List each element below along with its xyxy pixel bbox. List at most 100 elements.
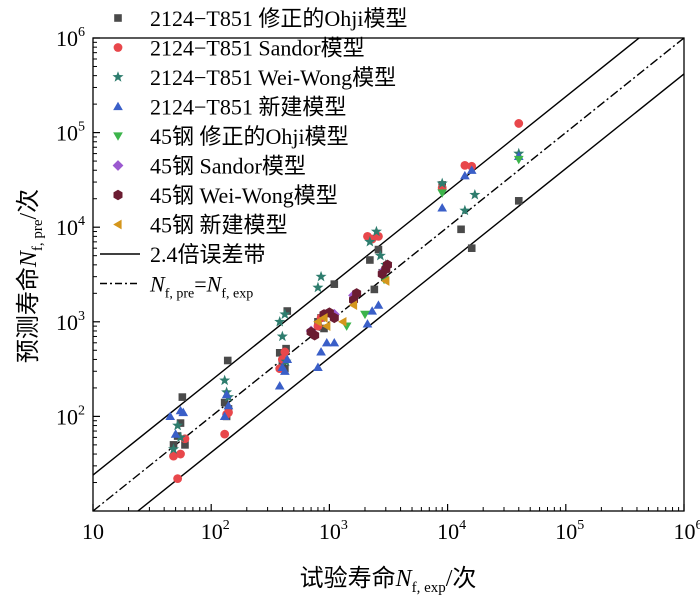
data-point: [362, 319, 373, 328]
reference-lines: [93, 38, 684, 511]
legend-label: 45钢 新建模型: [150, 213, 288, 238]
y-axis-label-main: 预测寿命: [15, 267, 42, 363]
data-point: [219, 411, 230, 420]
x-tick-label: 106: [674, 518, 700, 544]
data-point: [178, 393, 187, 401]
equality-line: [93, 38, 684, 511]
data-point: [330, 280, 339, 288]
data-point: [321, 321, 331, 331]
data-point: [315, 270, 327, 282]
x-axis-label-subscript: f, exp: [412, 580, 446, 596]
data-point: [176, 449, 185, 459]
data-point: [165, 411, 176, 420]
data-point: [370, 225, 382, 237]
y-tick-label: 105: [56, 120, 85, 146]
data-point: [466, 165, 477, 174]
data-point: [338, 316, 347, 327]
data-point: [373, 300, 384, 309]
legend-marker: [112, 160, 124, 171]
data-point: [181, 441, 189, 449]
x-tick-label: 104: [437, 518, 466, 544]
legend-marker: [113, 43, 123, 52]
data-point: [366, 256, 374, 264]
data-point: [329, 337, 340, 347]
data-point: [276, 330, 288, 342]
y-tick-label: 104: [56, 214, 85, 240]
data-point: [312, 281, 324, 293]
x-tick-label: 105: [555, 518, 584, 544]
legend-label: 2124−T851 Sandor模型: [150, 36, 365, 61]
x-tick-label: 10: [82, 519, 104, 544]
data-point: [467, 244, 476, 252]
data-point: [514, 119, 524, 128]
x-tick-label: 103: [319, 518, 348, 544]
data-point: [374, 245, 383, 254]
data-point: [321, 337, 332, 347]
data-point: [436, 177, 448, 189]
data-point: [370, 285, 379, 294]
legend-equality-label: Nf, pre=Nf, exp: [149, 272, 253, 302]
series-8: [313, 276, 390, 331]
data-point: [280, 366, 290, 375]
data-point: [348, 300, 358, 310]
data-point: [381, 276, 390, 286]
legend-marker: [113, 189, 123, 201]
upper-error-band-line: [93, 38, 641, 476]
data-point: [279, 308, 291, 319]
legend-marker: [114, 14, 122, 22]
data-point: [220, 429, 230, 439]
series-4: [165, 151, 524, 438]
legend-label: 45钢 Wei-Wong模型: [150, 183, 338, 208]
data-point: [316, 347, 326, 356]
y-tick-label: 102: [56, 403, 85, 429]
data-point: [274, 381, 285, 390]
data-point: [168, 443, 180, 454]
data-point: [174, 431, 187, 443]
data-point: [514, 197, 523, 205]
data-point: [223, 400, 234, 410]
x-axis-label-main: 试验寿命: [300, 565, 396, 592]
legend-label: 2124−T851 新建模型: [150, 95, 346, 120]
data-point: [178, 407, 189, 417]
legend-label: 45钢 修正的Ohji模型: [150, 124, 349, 149]
data-point: [173, 474, 183, 484]
x-tick-label: 102: [201, 518, 230, 544]
data-point: [469, 189, 481, 200]
y-axis-label-unit: /次: [15, 189, 42, 220]
legend: 2124−T851 修正的Ohji模型 2124−T851 Sandor模型 212…: [100, 6, 407, 302]
x-axis-label: 试验寿命Nf, exp/次: [300, 565, 477, 596]
legend-marker: [112, 71, 124, 82]
legend-label: 2124−T851 Wei-Wong模型: [150, 65, 396, 90]
data-point: [382, 259, 392, 271]
legend-marker: [113, 132, 123, 141]
data-point: [320, 324, 328, 333]
data-point: [283, 307, 292, 315]
legend-band-label: 2.4倍误差带: [150, 242, 266, 267]
data-point: [319, 313, 328, 323]
data-point: [352, 288, 362, 299]
legend-marker: [113, 219, 122, 230]
lower-error-band-line: [136, 73, 684, 511]
data-point: [274, 316, 286, 327]
data-point: [176, 419, 185, 427]
data-point: [329, 312, 339, 324]
data-point: [513, 155, 524, 165]
data-point: [459, 204, 471, 216]
legend-marker: [113, 101, 123, 111]
data-point: [367, 306, 378, 315]
data-point: [310, 330, 320, 341]
x-axis-label-unit: /次: [446, 565, 477, 592]
data-point: [221, 389, 232, 399]
data-point: [364, 236, 376, 247]
axes: 10 102 103 104 105 106 102 103 104 105 106: [56, 25, 700, 544]
legend-label: 45钢 Sandor模型: [150, 154, 306, 179]
data-point: [169, 451, 178, 461]
y-tick-label: 103: [56, 309, 85, 335]
data-points: [165, 119, 525, 484]
data-point: [460, 161, 470, 170]
data-point: [219, 374, 231, 386]
data-point: [360, 310, 370, 320]
data-point: [437, 189, 448, 198]
y-tick-label: 106: [56, 25, 85, 51]
